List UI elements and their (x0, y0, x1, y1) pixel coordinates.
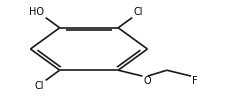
Text: Cl: Cl (35, 81, 44, 91)
Text: F: F (192, 76, 198, 86)
Text: Cl: Cl (133, 7, 143, 17)
Text: HO: HO (29, 7, 44, 17)
Text: O: O (143, 76, 151, 86)
